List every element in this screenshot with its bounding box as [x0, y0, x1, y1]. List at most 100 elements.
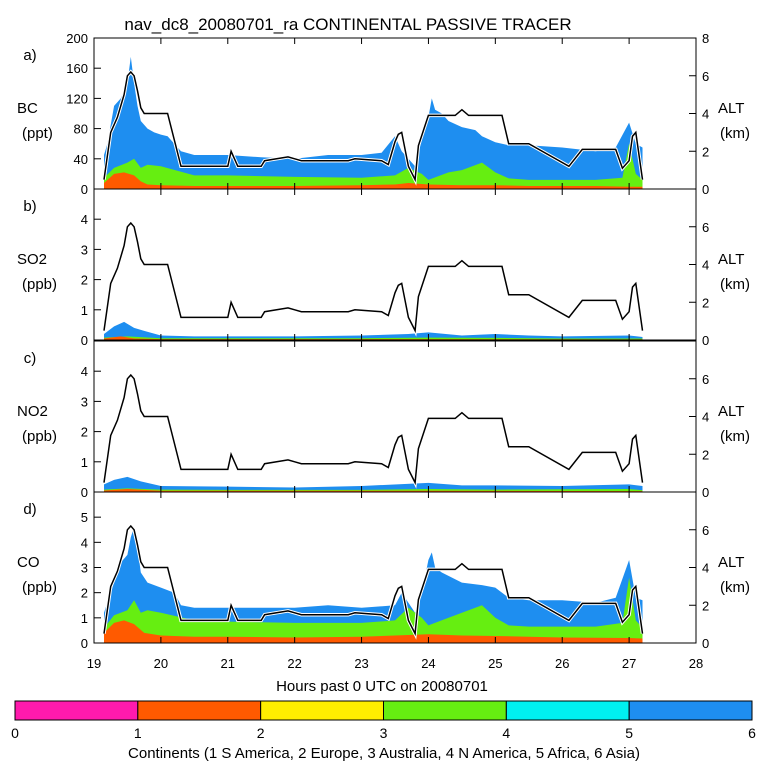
alt-units: (km)	[720, 579, 750, 596]
right-tick-label: 0	[702, 182, 709, 197]
x-tick-label: 28	[689, 656, 703, 671]
x-tick-label: 24	[421, 656, 435, 671]
alt-label: ALT	[718, 251, 744, 268]
panel-letter-label: a)	[23, 47, 36, 64]
series-area-asia-total-	[104, 476, 643, 492]
panel-units-label: (ppb)	[22, 276, 57, 293]
series-area-n-america	[104, 577, 643, 643]
right-tick-label: 0	[702, 636, 709, 651]
x-tick-label: 26	[555, 656, 569, 671]
panel-units-label: (ppb)	[22, 579, 57, 596]
legend-tick-label: 2	[257, 725, 265, 741]
right-tick-label: 0	[702, 485, 709, 500]
legend-tick-label: 4	[502, 725, 510, 741]
x-axis: 19 20 21 22 23 24 25 26 27 28	[87, 656, 703, 671]
left-tick-label: 4	[81, 212, 88, 227]
series-area-europe	[104, 489, 643, 492]
right-tick-label: 4	[702, 410, 709, 425]
right-tick-label: 2	[702, 598, 709, 613]
left-tick-label: 1	[81, 611, 88, 626]
left-tick-label: 0	[81, 182, 88, 197]
panel-units-label: (ppt)	[22, 125, 53, 142]
legend-tick-label: 5	[625, 725, 633, 741]
altitude-halo	[102, 372, 645, 489]
right-tick-label: 6	[702, 69, 709, 84]
left-tick-label: 4	[81, 535, 88, 550]
panel-species-label: BC	[17, 100, 38, 117]
altitude-line	[103, 524, 644, 637]
x-tick-label: 20	[154, 656, 168, 671]
left-tick-label: 5	[81, 510, 88, 525]
x-tick-label: 23	[354, 656, 368, 671]
left-tick-label: 120	[66, 91, 88, 106]
left-tick-label: 3	[81, 561, 88, 576]
right-tick-label: 2	[702, 447, 709, 462]
alt-units: (km)	[720, 276, 750, 293]
left-tick-label: 2	[81, 425, 88, 440]
right-tick-label: 4	[702, 258, 709, 273]
left-tick-label: 200	[66, 31, 88, 46]
series-area-europe	[104, 336, 643, 340]
x-axis-label: Hours past 0 UTC on 20080701	[276, 678, 488, 695]
right-tick-label: 2	[702, 295, 709, 310]
panels: 0408012016020002468a)BC(ppt)ALT(km)01234…	[17, 31, 750, 651]
panel-letter-label: d)	[23, 501, 36, 518]
panel-letter-label: c)	[24, 350, 37, 367]
left-tick-label: 3	[81, 242, 88, 257]
legend-tick-label: 1	[134, 725, 142, 741]
right-tick-label: 4	[702, 107, 709, 122]
legend-caption: Continents (1 S America, 2 Europe, 3 Aus…	[128, 745, 640, 762]
alt-units: (km)	[720, 125, 750, 142]
alt-label: ALT	[718, 554, 744, 571]
left-tick-label: 2	[81, 273, 88, 288]
left-tick-label: 40	[74, 152, 88, 167]
right-tick-label: 8	[702, 31, 709, 46]
altitude-line	[103, 70, 644, 183]
altitude-line	[103, 221, 644, 334]
right-tick-label: 2	[702, 144, 709, 159]
legend-tick-label: 3	[380, 725, 388, 741]
right-tick-label: 4	[702, 561, 709, 576]
left-tick-label: 4	[81, 364, 88, 379]
panel-species-label: CO	[17, 554, 40, 571]
chart-title: nav_dc8_20080701_ra CONTINENTAL PASSIVE …	[124, 15, 571, 34]
series-area-n-america	[104, 143, 643, 189]
panel-no2: 0 1 2 3 4 0 2 4 6 c) NO2 (ppb) ALT (km)	[17, 340, 750, 500]
legend-swatch-6	[628, 700, 753, 721]
left-tick-label: 80	[74, 122, 88, 137]
x-tick-label: 25	[488, 656, 502, 671]
panel-species-label: NO2	[17, 403, 48, 420]
series-area-asia-total-	[104, 527, 643, 643]
legend-swatch-2	[137, 700, 262, 721]
left-tick-label: 1	[81, 303, 88, 318]
legend-swatch-3	[260, 700, 384, 721]
panel-letter-label: b)	[23, 198, 36, 215]
left-tick-label: 3	[81, 394, 88, 409]
alt-label: ALT	[718, 403, 744, 420]
panel-species-label: SO2	[17, 251, 47, 268]
series-area-asia-total-	[104, 56, 643, 190]
x-tick-label: 27	[622, 656, 636, 671]
left-tick-label: 160	[66, 61, 88, 76]
panel-co: 0 1 2 3 4 5 0 2 4 6 d) CO (ppb) ALT (km)	[17, 491, 750, 651]
left-tick-label: 0	[81, 333, 88, 348]
panel-so2: 0 1 2 3 4 0 2 4 6 b) SO2 (ppb) ALT (km)	[17, 188, 750, 348]
panel-units-label: (ppb)	[22, 428, 57, 445]
legend-swatch-4	[383, 700, 507, 721]
altitude-halo	[102, 220, 645, 337]
right-tick-label: 6	[702, 523, 709, 538]
altitude-line	[103, 373, 644, 486]
series-area-europe	[104, 172, 643, 189]
left-tick-label: 2	[81, 586, 88, 601]
left-tick-label: 1	[81, 455, 88, 470]
left-tick-label: 0	[81, 636, 88, 651]
color-legend: 0 1 2 3 4 5 6	[11, 700, 756, 741]
legend-swatch-1	[14, 700, 139, 721]
panel-bc: 0 40 80 120 160 200 0 2 4 6 8 a) BC (ppt) ALT (km)	[17, 31, 750, 197]
right-tick-label: 6	[702, 220, 709, 235]
x-tick-label: 22	[287, 656, 301, 671]
legend-tick-label: 6	[748, 725, 756, 741]
right-tick-label: 0	[702, 333, 709, 348]
x-tick-label: 19	[87, 656, 101, 671]
